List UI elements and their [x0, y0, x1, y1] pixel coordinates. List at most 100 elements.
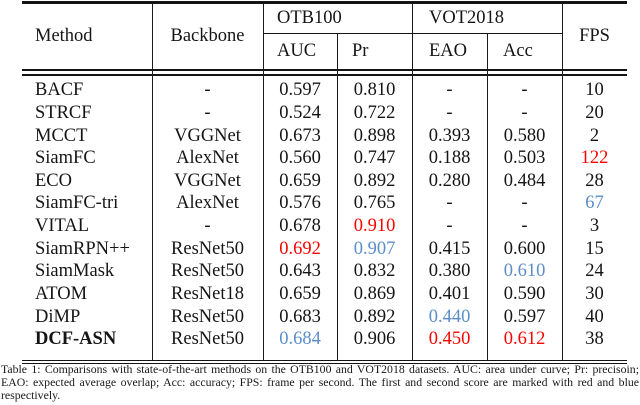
- value-cell: -: [521, 193, 528, 214]
- value-cell: 0.910: [353, 216, 396, 237]
- header-eao-label: EAO: [429, 41, 468, 61]
- value-cell: 0.678: [279, 216, 321, 237]
- value-cell: -: [446, 193, 453, 214]
- vline-eao-acc: [487, 34, 489, 360]
- value-cell: 0.906: [353, 329, 396, 350]
- value-cell: ResNet50: [171, 261, 244, 282]
- value-cell: 0.673: [279, 125, 321, 146]
- method-cell: DCF-ASN: [35, 329, 117, 350]
- header-otb100-label: OTB100: [277, 8, 342, 28]
- rule-header-double-2: [22, 74, 627, 76]
- value-cell: 122: [580, 148, 609, 169]
- value-cell: -: [204, 216, 211, 237]
- value-cell: 0.722: [353, 102, 396, 123]
- value-cell: ResNet18: [171, 283, 244, 304]
- value-cell: -: [446, 102, 453, 123]
- value-cell: 15: [585, 238, 604, 259]
- value-cell: 0.832: [353, 261, 396, 282]
- value-cell: 0.747: [353, 148, 396, 169]
- value-cell: 38: [585, 329, 604, 350]
- value-cell: 0.524: [279, 102, 321, 123]
- value-cell: 0.580: [503, 125, 546, 146]
- value-cell: 0.560: [279, 148, 321, 169]
- value-cell: 0.600: [503, 238, 546, 259]
- value-cell: 0.692: [279, 238, 321, 259]
- table-row: SiamMask ResNet50 0.643 0.832 0.380 0.610 24: [22, 261, 627, 284]
- value-cell: -: [446, 80, 453, 101]
- method-cell: VITAL: [35, 216, 90, 237]
- value-cell: 0.892: [353, 170, 396, 191]
- header-auc-label: AUC: [277, 41, 317, 61]
- header-fps: FPS: [562, 4, 627, 69]
- table-body: BACF -0.597 0.810- -10 STRCF -0.524 0.722- -20 M…: [22, 80, 627, 352]
- value-cell: -: [521, 80, 528, 101]
- table-caption: Table 1: Comparisons with state-of-the-a…: [1, 362, 639, 403]
- value-cell: 24: [585, 261, 604, 282]
- caption-line-1: Table 1: Comparisons with state-of-the-a…: [1, 362, 639, 376]
- value-cell: 0.576: [279, 193, 321, 214]
- vline-auc-pr: [337, 34, 339, 360]
- method-cell: BACF: [35, 80, 84, 101]
- value-cell: 0.450: [428, 329, 471, 350]
- value-cell: 0.440: [428, 306, 471, 327]
- header-eao: EAO: [429, 36, 487, 67]
- value-cell: 67: [585, 193, 604, 214]
- value-cell: -: [204, 80, 211, 101]
- method-cell: MCCT: [35, 125, 88, 146]
- table-row: SiamFC AlexNet 0.560 0.747 0.188 0.503 122: [22, 147, 627, 170]
- value-cell: 0.610: [503, 261, 546, 282]
- method-cell: DiMP: [35, 306, 81, 327]
- value-cell: 0.503: [503, 148, 546, 169]
- header-group-vot2018: VOT2018: [429, 5, 562, 32]
- header-vot2018-label: VOT2018: [429, 8, 505, 28]
- value-cell: AlexNet: [176, 148, 239, 169]
- rule-header-double-1: [22, 69, 627, 71]
- value-cell: -: [446, 216, 453, 237]
- table-row: DiMP ResNet50 0.683 0.892 0.440 0.597 40: [22, 306, 627, 329]
- value-cell: VGGNet: [174, 170, 241, 191]
- value-cell: 2: [589, 125, 600, 146]
- value-cell: 0.612: [503, 329, 546, 350]
- table-row: VITAL - 0.678 0.910 - - 3: [22, 215, 627, 238]
- value-cell: 0.659: [279, 283, 321, 304]
- header-group-otb100: OTB100: [277, 5, 412, 32]
- value-cell: 0.907: [353, 238, 396, 259]
- value-cell: 0.659: [279, 170, 321, 191]
- value-cell: 0.892: [353, 306, 396, 327]
- caption-line-2: EAO: expected average overlap; Acc: accu…: [1, 375, 639, 390]
- value-cell: 0.280: [428, 170, 471, 191]
- value-cell: ResNet50: [171, 238, 244, 259]
- table-row: ECO VGGNet 0.659 0.892 0.280 0.484 28: [22, 170, 627, 193]
- table-row: STRCF - 0.524 0.722 - - 20: [22, 102, 627, 125]
- method-cell: ATOM: [35, 283, 88, 304]
- value-cell: 0.597: [503, 306, 546, 327]
- table-row: SiamRPN++ ResNet50 0.692 0.907 0.415 0.600 15: [22, 238, 627, 261]
- method-cell: SiamRPN++: [35, 238, 130, 259]
- table-row: DCF-ASN ResNet50 0.684 0.906 0.450 0.612 38: [22, 328, 627, 351]
- method-cell: SiamFC: [35, 148, 96, 169]
- header-backbone-label: Backbone: [170, 26, 245, 46]
- value-cell: 0.898: [353, 125, 396, 146]
- header-pr-label: Pr: [352, 41, 369, 61]
- header-acc: Acc: [503, 36, 562, 67]
- value-cell: 10: [585, 80, 604, 101]
- value-cell: 0.380: [428, 261, 471, 282]
- header-acc-label: Acc: [503, 41, 533, 61]
- value-cell: 0.597: [279, 80, 321, 101]
- value-cell: 0.415: [428, 238, 471, 259]
- value-cell: 0.484: [503, 170, 546, 191]
- method-cell: STRCF: [35, 102, 92, 123]
- table-row: BACF - 0.597 0.810 - - 10: [22, 80, 627, 103]
- vline-method-backbone: [152, 4, 154, 360]
- caption-line-3: respectively.: [1, 388, 61, 403]
- rule-bottom-2: [22, 362, 627, 365]
- header-method-label: Method: [35, 26, 93, 46]
- value-cell: 0.683: [279, 306, 321, 327]
- value-cell: 0.869: [353, 283, 396, 304]
- header-backbone: Backbone: [152, 4, 263, 69]
- value-cell: ResNet50: [171, 306, 244, 327]
- header-fps-label: FPS: [579, 26, 610, 46]
- header-method: Method: [22, 4, 152, 69]
- value-cell: 0.393: [428, 125, 471, 146]
